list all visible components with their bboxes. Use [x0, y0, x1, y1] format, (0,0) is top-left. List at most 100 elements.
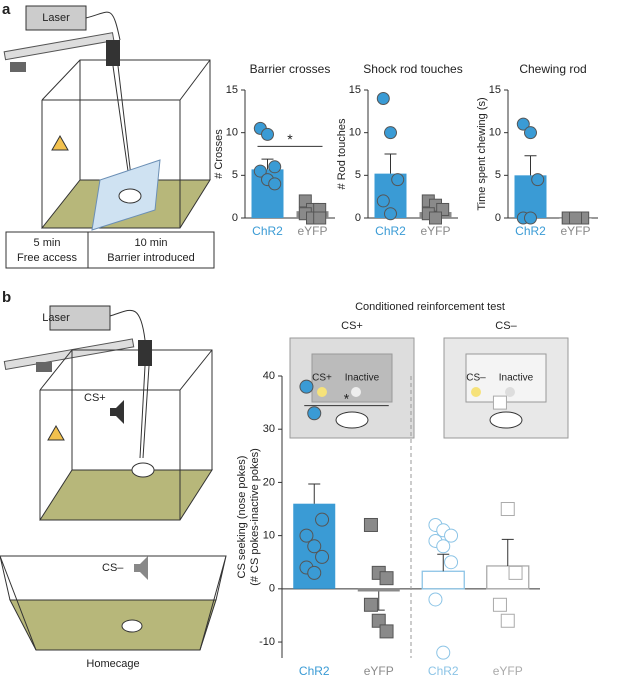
- data-point: [379, 624, 394, 639]
- significance-label: *: [287, 131, 293, 147]
- y-tick-label: 10: [226, 127, 238, 139]
- x-tick-label: eYFP: [364, 664, 394, 678]
- data-point: [391, 173, 405, 187]
- y-axis-label: CS seeking (nose pokes): [236, 456, 248, 579]
- x-tick-label: ChR2: [375, 224, 406, 238]
- timeline-label: Barrier introduced: [107, 252, 194, 264]
- data-point: [376, 92, 390, 106]
- data-point: [363, 517, 378, 532]
- port-label: CS+: [312, 373, 332, 384]
- x-tick-label: eYFP: [420, 224, 450, 238]
- data-point: [307, 539, 322, 554]
- data-point: [253, 164, 267, 178]
- data-point: [261, 127, 274, 141]
- x-tick-label: ChR2: [252, 224, 283, 238]
- data-point: [384, 207, 397, 221]
- y-tick-label: 15: [226, 84, 238, 96]
- data-point: [444, 555, 459, 570]
- data-point: [524, 126, 537, 140]
- y-tick-label: 10: [349, 127, 361, 139]
- illustration-a: [3, 5, 215, 269]
- error-bar: [261, 158, 274, 170]
- error-bar: [524, 155, 537, 176]
- data-point: [524, 211, 537, 225]
- y-tick-label: 0: [269, 583, 275, 595]
- data-point: [516, 117, 530, 131]
- error-bar: [501, 538, 514, 566]
- bar: [357, 588, 400, 592]
- y-tick-label: 0: [495, 212, 501, 224]
- timeline-label: Free access: [17, 252, 77, 264]
- data-point: [376, 194, 390, 208]
- y-tick-label: 40: [263, 370, 275, 382]
- data-point: [315, 549, 330, 564]
- data-point: [268, 160, 282, 174]
- y-axis-label: # Crosses: [213, 129, 225, 179]
- x-tick-label: ChR2: [428, 664, 459, 678]
- data-point: [315, 512, 330, 527]
- data-point: [299, 379, 314, 394]
- data-point: [379, 571, 394, 586]
- panel-label: b: [2, 289, 11, 306]
- significance-label: *: [344, 390, 350, 406]
- x-tick-label: eYFP: [560, 224, 590, 238]
- error-bar: [437, 553, 450, 572]
- x-tick-label: eYFP: [493, 664, 523, 678]
- data-point: [428, 592, 443, 607]
- y-tick-label: 10: [263, 530, 275, 542]
- chart-title: Barrier crosses: [250, 62, 331, 76]
- timeline-label: 5 min: [34, 237, 61, 249]
- port-label: Inactive: [499, 373, 534, 384]
- y-tick-label: 20: [263, 476, 275, 488]
- x-tick-label: ChR2: [515, 224, 546, 238]
- schematic: [289, 337, 569, 439]
- homecage-label: Homecage: [86, 658, 139, 670]
- y-tick-label: 15: [349, 84, 361, 96]
- data-point: [492, 395, 507, 410]
- y-tick-label: 0: [355, 212, 361, 224]
- illustration-b: [0, 305, 569, 651]
- data-point: [307, 565, 322, 580]
- data-point: [429, 211, 442, 225]
- y-axis-label: (# CS pokes-inactive pokes): [249, 448, 261, 586]
- y-tick-label: 5: [495, 169, 501, 181]
- chart-title: Chewing rod: [519, 62, 586, 76]
- data-point: [569, 211, 582, 225]
- x-tick-label: eYFP: [297, 224, 327, 238]
- laser-label: Laser: [42, 312, 70, 324]
- data-point: [371, 613, 386, 628]
- panel-label: a: [2, 1, 11, 18]
- test-title: Conditioned reinforcement test: [355, 301, 505, 313]
- y-tick-label: 15: [489, 84, 501, 96]
- data-point: [436, 539, 451, 554]
- data-point: [531, 173, 545, 187]
- data-point: [313, 211, 327, 225]
- cue-label: CS+: [84, 392, 106, 404]
- data-point: [500, 502, 515, 517]
- y-tick-label: 0: [232, 212, 238, 224]
- port-label: Inactive: [345, 373, 380, 384]
- error-bar: [308, 483, 321, 504]
- data-point: [444, 528, 459, 543]
- data-point: [299, 528, 314, 543]
- y-tick-label: 10: [489, 127, 501, 139]
- data-point: [363, 597, 378, 612]
- data-point: [508, 565, 523, 580]
- port-label: CS–: [466, 373, 486, 384]
- laser-label: Laser: [42, 12, 70, 24]
- bar: [421, 570, 465, 590]
- data-point: [436, 645, 451, 660]
- y-tick-label: 5: [355, 169, 361, 181]
- schematic-title: CS–: [495, 320, 517, 332]
- y-tick-label: 30: [263, 423, 275, 435]
- laser-box: [25, 5, 87, 31]
- data-point: [307, 406, 322, 421]
- data-point: [492, 597, 507, 612]
- x-tick-label: ChR2: [299, 664, 330, 678]
- y-axis-label: # Rod touches: [336, 118, 348, 189]
- chart-title: Shock rod touches: [363, 62, 462, 76]
- y-axis-label: Time spent chewing (s): [476, 97, 488, 210]
- timeline-label: 10 min: [134, 237, 167, 249]
- schematic-title: CS+: [341, 320, 363, 332]
